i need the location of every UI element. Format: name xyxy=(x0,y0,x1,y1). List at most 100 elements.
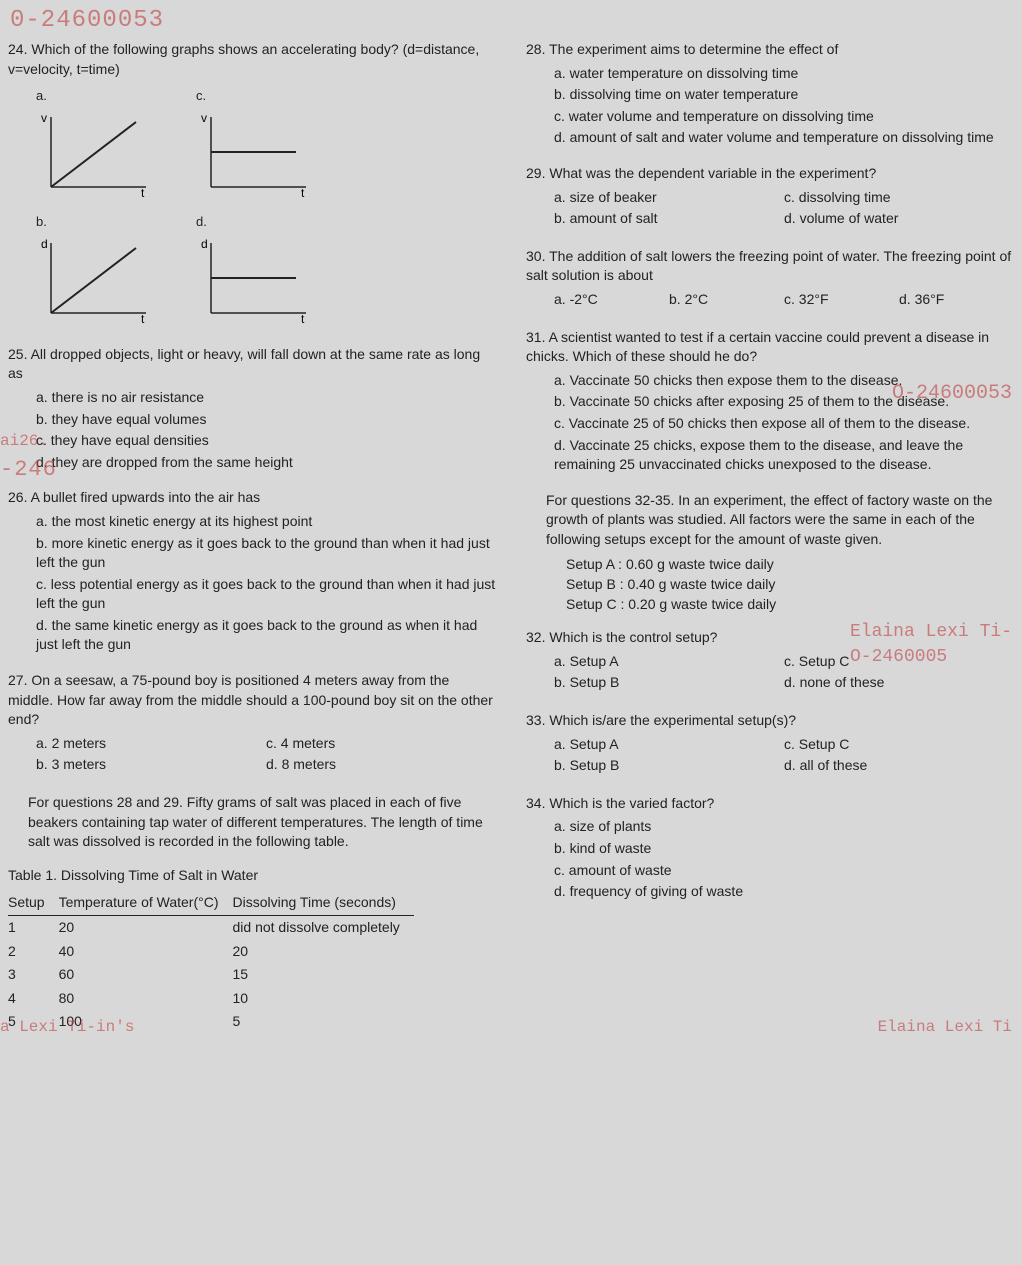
passage2-text: For questions 32-35. In an experiment, t… xyxy=(546,491,1014,550)
graph-c-svg: v t xyxy=(196,107,316,197)
q30-number: 30. xyxy=(526,248,545,264)
q28-text: The experiment aims to determine the eff… xyxy=(549,41,838,57)
q27-option-b: b. 3 meters xyxy=(36,755,266,775)
q27-option-a: a. 2 meters xyxy=(36,734,266,754)
watermark-name-mid: Elaina Lexi Ti-O-2460005 xyxy=(850,620,1012,670)
passage-32-35: For questions 32-35. In an experiment, t… xyxy=(526,491,1014,615)
dissolving-table: Setup Temperature of Water(°C) Dissolvin… xyxy=(8,891,414,1034)
graph-a-svg: v t xyxy=(36,107,156,197)
q29-number: 29. xyxy=(526,165,545,181)
graph-d-svg: d t xyxy=(196,233,316,323)
watermark-left-id: -246 xyxy=(0,455,57,486)
q34-option-c: c. amount of waste xyxy=(554,861,1014,881)
q33-option-c: c. Setup C xyxy=(784,735,1014,755)
right-column: 28. The experiment aims to determine the… xyxy=(526,40,1014,1034)
q34-option-a: a. size of plants xyxy=(554,817,1014,837)
q32-option-a: a. Setup A xyxy=(554,652,784,672)
setup-b-text: Setup B : 0.40 g waste twice daily xyxy=(566,575,1014,595)
q34-text: Which is the varied factor? xyxy=(549,795,714,811)
watermark-left-small: ai26. xyxy=(0,430,48,452)
q30-option-b: b. 2°C xyxy=(669,290,784,310)
question-24: 24. Which of the following graphs shows … xyxy=(8,40,496,329)
q26-option-c: c. less potential energy as it goes back… xyxy=(36,575,496,614)
setup-c-text: Setup C : 0.20 g waste twice daily xyxy=(566,595,1014,615)
q33-option-d: d. all of these xyxy=(784,756,1014,776)
q24-label-a: a. xyxy=(36,87,186,105)
question-30: 30. The addition of salt lowers the free… xyxy=(526,247,1014,312)
q24-graph-c: c. v t xyxy=(196,87,346,203)
question-34: 34. Which is the varied factor? a. size … xyxy=(526,794,1014,902)
q29-option-d: d. volume of water xyxy=(784,209,1014,229)
watermark-bottom-left: a Lexi Ti-in's xyxy=(0,1016,134,1038)
q31-number: 31. xyxy=(526,329,545,345)
question-25: 25. All dropped objects, light or heavy,… xyxy=(8,345,496,473)
question-26: 26. A bullet fired upwards into the air … xyxy=(8,488,496,655)
question-33: 33. Which is/are the experimental setup(… xyxy=(526,711,1014,778)
table-row: 120did not dissolve completely xyxy=(8,916,414,940)
q33-number: 33. xyxy=(526,712,545,728)
q30-text: The addition of salt lowers the freezing… xyxy=(526,248,1011,284)
q24-label-b: b. xyxy=(36,213,186,231)
q32-text: Which is the control setup? xyxy=(549,629,717,645)
q27-option-d: d. 8 meters xyxy=(266,755,496,775)
graph-b-svg: d t xyxy=(36,233,156,323)
q26-number: 26. xyxy=(8,489,27,505)
q29-option-c: c. dissolving time xyxy=(784,188,1014,208)
q27-number: 27. xyxy=(8,672,27,688)
q24-label-c: c. xyxy=(196,87,346,105)
q28-option-b: b. dissolving time on water temperature xyxy=(554,85,1014,105)
q24-number: 24. xyxy=(8,41,27,57)
q25-option-a: a. there is no air resistance xyxy=(36,388,496,408)
table-row: 36015 xyxy=(8,963,414,987)
q30-option-a: a. -2°C xyxy=(554,290,669,310)
question-29: 29. What was the dependent variable in t… xyxy=(526,164,1014,231)
q25-option-d: d. they are dropped from the same height xyxy=(36,453,496,473)
q24-label-d: d. xyxy=(196,213,346,231)
q25-text: All dropped objects, light or heavy, wil… xyxy=(8,346,480,382)
svg-text:d: d xyxy=(201,237,208,251)
q25-number: 25. xyxy=(8,346,27,362)
q30-option-d: d. 36°F xyxy=(899,290,1014,310)
q27-option-c: c. 4 meters xyxy=(266,734,496,754)
q25-option-b: b. they have equal volumes xyxy=(36,410,496,430)
q31-option-c: c. Vaccinate 25 of 50 chicks then expose… xyxy=(554,414,1014,434)
q34-number: 34. xyxy=(526,795,545,811)
table-col-temp: Temperature of Water(°C) xyxy=(59,891,233,915)
q28-number: 28. xyxy=(526,41,545,57)
table-col-setup: Setup xyxy=(8,891,59,915)
q30-option-c: c. 32°F xyxy=(784,290,899,310)
q26-text: A bullet fired upwards into the air has xyxy=(31,489,261,505)
watermark-id-mid: O-24600053 xyxy=(892,380,1012,408)
q33-option-b: b. Setup B xyxy=(554,756,784,776)
setup-a-text: Setup A : 0.60 g waste twice daily xyxy=(566,555,1014,575)
table-row: 24020 xyxy=(8,940,414,964)
svg-text:d: d xyxy=(41,237,48,251)
q34-option-d: d. frequency of giving of waste xyxy=(554,882,1014,902)
q32-number: 32. xyxy=(526,629,545,645)
question-27: 27. On a seesaw, a 75-pound boy is posit… xyxy=(8,671,496,777)
svg-text:v: v xyxy=(201,111,207,125)
q24-text: Which of the following graphs shows an a… xyxy=(8,41,479,77)
q28-option-a: a. water temperature on dissolving time xyxy=(554,64,1014,84)
question-28: 28. The experiment aims to determine the… xyxy=(526,40,1014,148)
q33-option-a: a. Setup A xyxy=(554,735,784,755)
q26-option-d: d. the same kinetic energy as it goes ba… xyxy=(36,616,496,655)
table-row: 48010 xyxy=(8,987,414,1011)
q25-option-c: c. they have equal densities xyxy=(36,431,496,451)
watermark-bottom-right: Elaina Lexi Ti xyxy=(878,1016,1012,1038)
passage-28-29: For questions 28 and 29. Fifty grams of … xyxy=(8,793,496,852)
q32-option-b: b. Setup B xyxy=(554,673,784,693)
q28-option-c: c. water volume and temperature on disso… xyxy=(554,107,1014,127)
q29-text: What was the dependent variable in the e… xyxy=(549,165,876,181)
q33-text: Which is/are the experimental setup(s)? xyxy=(549,712,796,728)
q32-option-d: d. none of these xyxy=(784,673,1014,693)
table-col-time: Dissolving Time (seconds) xyxy=(233,891,414,915)
q28-option-d: d. amount of salt and water volume and t… xyxy=(554,128,1014,148)
q27-text: On a seesaw, a 75-pound boy is positione… xyxy=(8,672,493,727)
left-column: 24. Which of the following graphs shows … xyxy=(8,40,496,1034)
q31-text: A scientist wanted to test if a certain … xyxy=(526,329,989,365)
q26-option-b: b. more kinetic energy as it goes back t… xyxy=(36,534,496,573)
q34-option-b: b. kind of waste xyxy=(554,839,1014,859)
passage1-text: For questions 28 and 29. Fifty grams of … xyxy=(28,793,496,852)
q24-graph-d: d. d t xyxy=(196,213,346,329)
